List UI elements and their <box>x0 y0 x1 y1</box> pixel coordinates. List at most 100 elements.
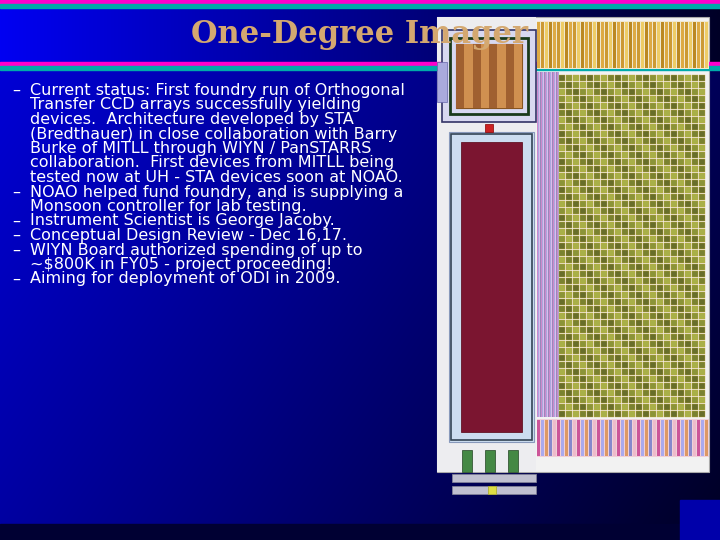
Bar <box>629 187 635 193</box>
Bar <box>594 285 600 291</box>
Bar <box>622 82 628 88</box>
Bar <box>615 152 621 158</box>
Bar <box>573 82 579 88</box>
Bar <box>636 390 642 396</box>
Bar <box>678 355 684 361</box>
Bar <box>633 420 636 456</box>
Bar <box>650 194 656 200</box>
Bar <box>622 376 628 382</box>
Bar <box>601 271 607 277</box>
Text: WIYN Board authorized spending of up to: WIYN Board authorized spending of up to <box>30 242 362 258</box>
Bar <box>594 341 600 347</box>
Bar <box>629 173 635 179</box>
Bar <box>587 327 593 333</box>
Bar <box>671 369 678 375</box>
Bar <box>643 348 649 354</box>
Bar <box>608 173 614 179</box>
Bar <box>650 397 656 403</box>
Bar <box>594 271 600 277</box>
Bar <box>692 236 698 242</box>
Bar <box>559 180 565 186</box>
Bar <box>622 327 628 333</box>
Bar <box>629 376 635 382</box>
Bar <box>573 201 579 207</box>
Bar <box>678 250 684 256</box>
Bar <box>678 411 684 417</box>
Bar <box>615 159 621 165</box>
Bar <box>664 89 670 95</box>
Bar <box>580 103 586 109</box>
Bar <box>580 257 586 263</box>
Bar <box>594 362 600 368</box>
Bar <box>566 187 572 193</box>
Bar <box>629 397 635 403</box>
Bar <box>685 222 691 228</box>
Bar <box>615 96 621 102</box>
Bar <box>587 313 593 319</box>
Bar <box>685 194 691 200</box>
Bar <box>601 376 607 382</box>
Bar <box>540 72 541 417</box>
Bar <box>657 320 663 326</box>
Bar <box>650 362 656 368</box>
Bar <box>577 22 580 68</box>
Bar <box>678 215 684 221</box>
Bar <box>678 404 684 410</box>
Bar <box>615 306 621 312</box>
Bar <box>613 22 616 68</box>
Bar <box>594 236 600 242</box>
Bar <box>636 355 642 361</box>
Bar <box>671 187 678 193</box>
Bar <box>699 166 705 172</box>
Bar <box>587 243 593 249</box>
Bar <box>609 22 612 68</box>
Bar <box>685 22 688 68</box>
Bar <box>701 22 704 68</box>
Bar <box>671 131 678 137</box>
Bar <box>580 159 586 165</box>
Bar <box>559 222 565 228</box>
Bar <box>555 72 556 417</box>
Bar <box>685 110 691 116</box>
Bar <box>615 264 621 270</box>
Bar <box>629 243 635 249</box>
Bar <box>566 285 572 291</box>
Bar <box>678 299 684 305</box>
Bar <box>608 411 614 417</box>
Bar <box>657 166 663 172</box>
Bar <box>472 44 481 108</box>
Bar <box>692 110 698 116</box>
Bar <box>650 271 656 277</box>
Bar <box>678 257 684 263</box>
Bar <box>559 264 565 270</box>
Bar <box>678 243 684 249</box>
Bar <box>608 250 614 256</box>
Bar <box>609 420 612 456</box>
Bar <box>587 215 593 221</box>
Bar <box>629 103 635 109</box>
Bar <box>643 166 649 172</box>
Bar <box>678 131 684 137</box>
Bar <box>677 420 680 456</box>
Bar <box>580 152 586 158</box>
Bar <box>608 341 614 347</box>
Bar <box>615 166 621 172</box>
Bar <box>615 362 621 368</box>
Bar <box>657 257 663 263</box>
Bar <box>664 201 670 207</box>
Bar <box>601 362 607 368</box>
Text: collaboration.  First devices from MITLL being: collaboration. First devices from MITLL … <box>30 156 395 171</box>
Bar <box>550 72 551 417</box>
Bar <box>692 117 698 123</box>
Bar <box>650 313 656 319</box>
Bar <box>580 201 586 207</box>
Bar <box>636 159 642 165</box>
Bar <box>664 222 670 228</box>
Bar <box>664 152 670 158</box>
Bar <box>559 208 565 214</box>
Bar <box>689 22 692 68</box>
Bar <box>587 124 593 130</box>
Bar <box>671 215 678 221</box>
Bar <box>645 420 648 456</box>
Bar <box>559 145 565 151</box>
